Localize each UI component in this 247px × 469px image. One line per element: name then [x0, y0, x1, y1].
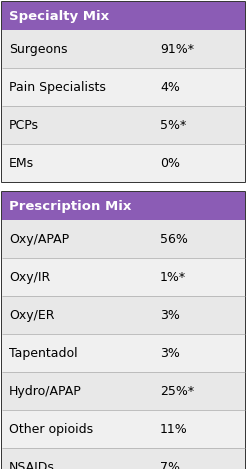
Text: 3%: 3% [160, 309, 180, 322]
Bar [2, 68, 245, 106]
Text: EMs: EMs [9, 157, 34, 169]
Bar [2, 220, 245, 258]
Text: Specialty Mix: Specialty Mix [9, 9, 109, 23]
Text: 3%: 3% [160, 347, 180, 360]
Bar [2, 30, 245, 68]
Text: 1%*: 1%* [160, 271, 186, 283]
Text: NSAIDs: NSAIDs [9, 461, 55, 469]
Bar [2, 372, 245, 410]
Bar [2, 334, 245, 372]
Bar [2, 448, 245, 469]
Text: 25%*: 25%* [160, 385, 194, 398]
Bar [2, 258, 245, 296]
Bar [2, 296, 245, 334]
Text: Pain Specialists: Pain Specialists [9, 81, 106, 93]
Text: PCPs: PCPs [9, 119, 39, 131]
Text: Hydro/APAP: Hydro/APAP [9, 385, 82, 398]
Text: Oxy/ER: Oxy/ER [9, 309, 55, 322]
Text: Prescription Mix: Prescription Mix [9, 199, 131, 212]
Bar [2, 2, 245, 182]
Text: 5%*: 5%* [160, 119, 186, 131]
Text: Tapentadol: Tapentadol [9, 347, 78, 360]
Text: 56%: 56% [160, 233, 188, 245]
Bar [2, 192, 245, 220]
Text: Other opioids: Other opioids [9, 423, 93, 436]
Text: 91%*: 91%* [160, 43, 194, 55]
Bar [2, 106, 245, 144]
Bar [2, 144, 245, 182]
Text: 0%: 0% [160, 157, 180, 169]
Bar [2, 410, 245, 448]
Text: Oxy/IR: Oxy/IR [9, 271, 50, 283]
Bar [2, 192, 245, 469]
Bar [2, 2, 245, 30]
Text: Oxy/APAP: Oxy/APAP [9, 233, 69, 245]
Text: 11%: 11% [160, 423, 188, 436]
Text: Surgeons: Surgeons [9, 43, 67, 55]
Text: 7%: 7% [160, 461, 180, 469]
Text: 4%: 4% [160, 81, 180, 93]
